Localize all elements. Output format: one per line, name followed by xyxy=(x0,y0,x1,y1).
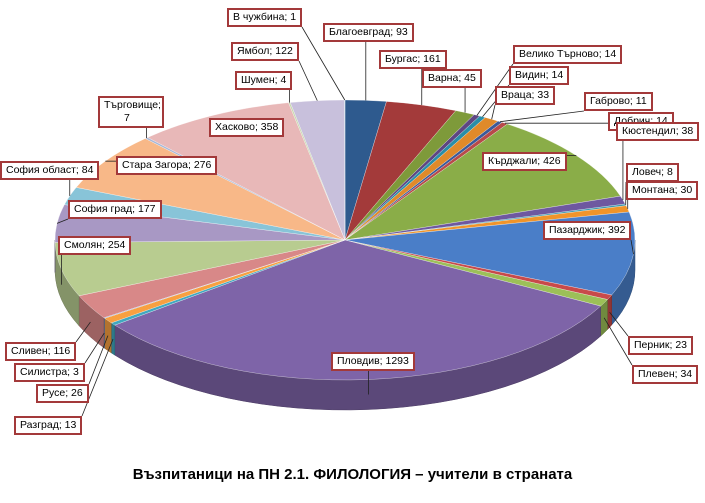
slice-label-в-чужбина: В чужбина; 1 xyxy=(227,8,303,27)
leader-line-ямбол xyxy=(298,60,318,101)
slice-label-благоевград: Благоевград; 93 xyxy=(323,23,414,42)
leader-line-пазарджик xyxy=(630,239,634,255)
slice-label-софия-град: София град; 177 xyxy=(68,200,162,219)
slice-label-шумен: Шумен; 4 xyxy=(235,71,293,90)
slice-label-варна: Варна; 45 xyxy=(422,69,482,88)
slice-label-кюстендил: Кюстендил; 38 xyxy=(616,122,700,141)
slice-label-сливен: Сливен; 116 xyxy=(5,342,77,361)
slice-label-стара-загора: Стара Загора; 276 xyxy=(116,156,218,175)
slice-label-русе: Русе; 26 xyxy=(36,384,89,403)
leader-line-перник xyxy=(609,312,629,337)
slice-label-силистра: Силистра; 3 xyxy=(14,363,85,382)
pie-top xyxy=(54,99,636,381)
leader-line-сливен xyxy=(75,321,91,343)
slice-хасково xyxy=(147,102,346,241)
slice-label-софия-област: София област; 84 xyxy=(0,161,100,180)
slice-label-монтана: Монтана; 30 xyxy=(626,181,699,200)
slice-label-кърджали: Кърджали; 426 xyxy=(482,152,567,171)
leader-line-разград xyxy=(81,338,114,417)
leader-line-силистра xyxy=(84,332,105,364)
slice-label-велико-търново: Велико Търново; 14 xyxy=(513,45,623,64)
slice-label-пловдив: Пловдив; 1293 xyxy=(331,352,415,371)
slice-label-разград: Разград; 13 xyxy=(14,416,83,435)
slice-label-смолян: Смолян; 254 xyxy=(58,236,132,255)
slice-label-хасково: Хасково; 358 xyxy=(209,118,285,137)
slice-label-перник: Перник; 23 xyxy=(628,336,693,355)
leader-line-враца xyxy=(491,104,496,120)
slice-label-търговище: Търговище; 7 xyxy=(98,96,164,128)
slice-label-бургас: Бургас; 161 xyxy=(379,50,447,69)
slice-side-русе xyxy=(104,317,112,354)
slice-label-видин: Видин; 14 xyxy=(509,66,570,85)
leader-line-габрово xyxy=(500,110,585,123)
slice-label-габрово: Габрово; 11 xyxy=(584,92,653,111)
leader-line-в-чужбина xyxy=(301,26,346,101)
leader-line-велико-търново xyxy=(476,63,514,116)
leader-line-русе xyxy=(88,335,109,385)
chart-title: Възпитаници на ПН 2.1. ФИЛОЛОГИЯ – учите… xyxy=(132,466,573,483)
leader-lines xyxy=(56,26,634,417)
slice-label-ловеч: Ловеч; 8 xyxy=(626,163,679,182)
slice-label-ямбол: Ямбол; 122 xyxy=(231,42,299,61)
leader-line-софия-град xyxy=(56,218,69,224)
leader-line-плевен xyxy=(603,317,633,366)
slice-label-пазарджик: Пазарджик; 392 xyxy=(543,221,632,240)
slice-label-враца: Враца; 33 xyxy=(495,86,556,105)
pie-side-walls xyxy=(54,239,636,411)
slice-label-плевен: Плевен; 34 xyxy=(632,365,699,384)
slice-side-разград xyxy=(111,322,116,356)
